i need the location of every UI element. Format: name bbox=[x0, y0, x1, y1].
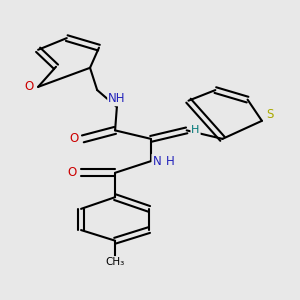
Text: O: O bbox=[69, 132, 79, 146]
Text: O: O bbox=[68, 166, 77, 179]
Text: NH: NH bbox=[108, 92, 126, 105]
Text: H: H bbox=[166, 154, 174, 168]
Text: H: H bbox=[191, 125, 200, 135]
Text: N: N bbox=[152, 154, 161, 168]
Text: O: O bbox=[25, 80, 34, 93]
Text: S: S bbox=[266, 108, 274, 121]
Text: CH₃: CH₃ bbox=[106, 257, 125, 267]
